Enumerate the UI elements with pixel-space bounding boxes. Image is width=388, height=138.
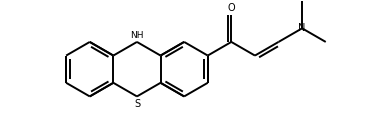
Text: NH: NH bbox=[130, 31, 144, 40]
Text: O: O bbox=[227, 3, 235, 13]
Text: N: N bbox=[298, 23, 306, 33]
Text: S: S bbox=[134, 99, 140, 109]
